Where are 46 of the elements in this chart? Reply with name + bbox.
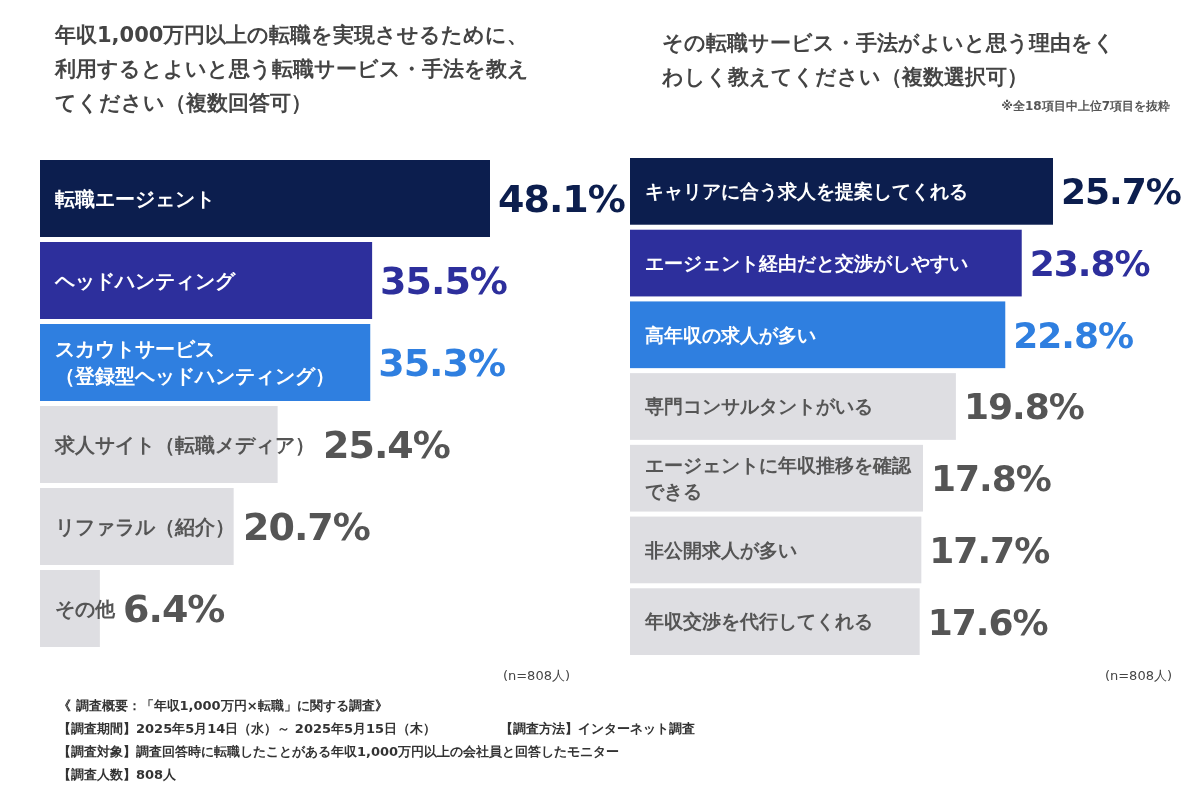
data-label: 23.8%	[1029, 243, 1150, 285]
bar	[630, 373, 956, 440]
data-label: 25.7%	[1061, 171, 1181, 213]
text: (n=808人)	[502, 668, 570, 683]
chart-title: その転職サービス・手法がよいと思う理由をくわしく教えてください（複数選択可）	[661, 31, 1115, 89]
text: 【調査期間】2025年5月14日（水）～ 2025年5月15日（木）	[58, 721, 437, 736]
data-label: 19.8%	[963, 386, 1084, 428]
data-label: 25.4%	[323, 423, 450, 468]
data-label: 17.7%	[929, 529, 1050, 571]
data-label: 35.3%	[378, 341, 506, 386]
text: ※全18項目中上位7項目を抜粋	[1001, 99, 1170, 113]
bar	[40, 406, 278, 483]
y-tick-label: スカウトサービス（登録型ヘッドハンティング）	[55, 337, 335, 389]
text: 【調査対象】調査回答時に転職したことがある年収1,000万円以上の会社員と回答したモニター	[58, 744, 620, 759]
y-tick-label: 非公開求人が多い	[644, 538, 797, 561]
bar	[40, 488, 234, 565]
bar	[40, 160, 490, 237]
y-tick-label: その他	[55, 596, 116, 621]
data-label: 17.6%	[927, 601, 1048, 643]
y-tick-label: リファラル（紹介）	[55, 514, 235, 539]
text: 《 調査概要：「年収1,000万円×転職」に関する調査》	[58, 698, 388, 713]
bar	[630, 229, 1022, 297]
text: 【調査人数】808人	[58, 767, 178, 782]
data-label: 48.1%	[498, 177, 625, 222]
data-label: 35.5%	[380, 259, 507, 304]
bar	[630, 158, 1053, 225]
data-label: 22.8%	[1013, 314, 1134, 356]
data-label: 6.4%	[123, 587, 225, 632]
y-tick-label: エージェントに年収推移を確認できる	[645, 454, 912, 502]
data-label: 17.8%	[930, 458, 1051, 500]
y-tick-label: キャリアに合う求人を提案してくれる	[645, 180, 968, 204]
y-tick-label: 求人サイト（転職メディア）	[54, 432, 315, 457]
data-label: 20.7%	[243, 505, 370, 550]
y-tick-label: 高年収の求人が多い	[645, 323, 816, 346]
text: 【調査方法】インターネット調査	[500, 721, 695, 736]
bar	[630, 516, 922, 584]
y-tick-label: 専門コンサルタントがいる	[644, 395, 873, 418]
y-tick-label: 年収交渉を代行してくれる	[644, 610, 873, 633]
bar	[630, 301, 1006, 369]
y-tick-label: ヘッドハンティング	[54, 268, 236, 293]
text: (n=808人)	[1104, 668, 1172, 683]
bar	[40, 242, 373, 319]
y-tick-label: 転職エージェント	[55, 186, 215, 211]
y-tick-label: エージェント経由だと交渉がしやすい	[645, 251, 968, 274]
bar	[630, 588, 920, 655]
chart-title: 年収1,000万円以上の転職を実現させるために、利用するとよいと思う転職サービス・手法を教えてください（複数回答可）	[54, 23, 529, 115]
